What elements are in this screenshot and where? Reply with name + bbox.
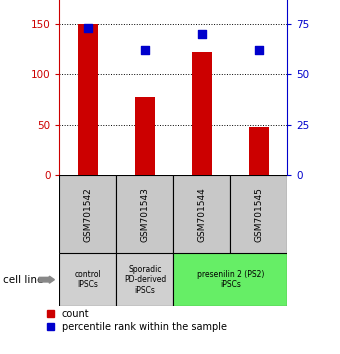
Bar [192,52,212,175]
Bar [59,253,116,306]
Point [256,47,261,53]
Text: GSM701544: GSM701544 [198,187,206,241]
Legend: count, percentile rank within the sample: count, percentile rank within the sample [47,309,227,332]
Bar [135,97,155,175]
Bar [173,253,287,306]
Bar [59,175,116,253]
Point [142,47,148,53]
Text: presenilin 2 (PS2)
iPSCs: presenilin 2 (PS2) iPSCs [197,270,264,289]
Bar [173,175,231,253]
Text: control
IPSCs: control IPSCs [74,270,101,289]
Bar [231,175,287,253]
Bar [78,24,98,175]
Text: GSM701545: GSM701545 [254,187,263,242]
Bar [249,127,269,175]
Point [85,25,91,31]
Text: GSM701542: GSM701542 [84,187,92,241]
Bar [116,253,173,306]
Point [199,31,205,37]
Text: GSM701543: GSM701543 [140,187,149,242]
Text: Sporadic
PD-derived
iPSCs: Sporadic PD-derived iPSCs [124,265,166,295]
Bar [116,175,173,253]
Text: cell line: cell line [3,275,44,285]
